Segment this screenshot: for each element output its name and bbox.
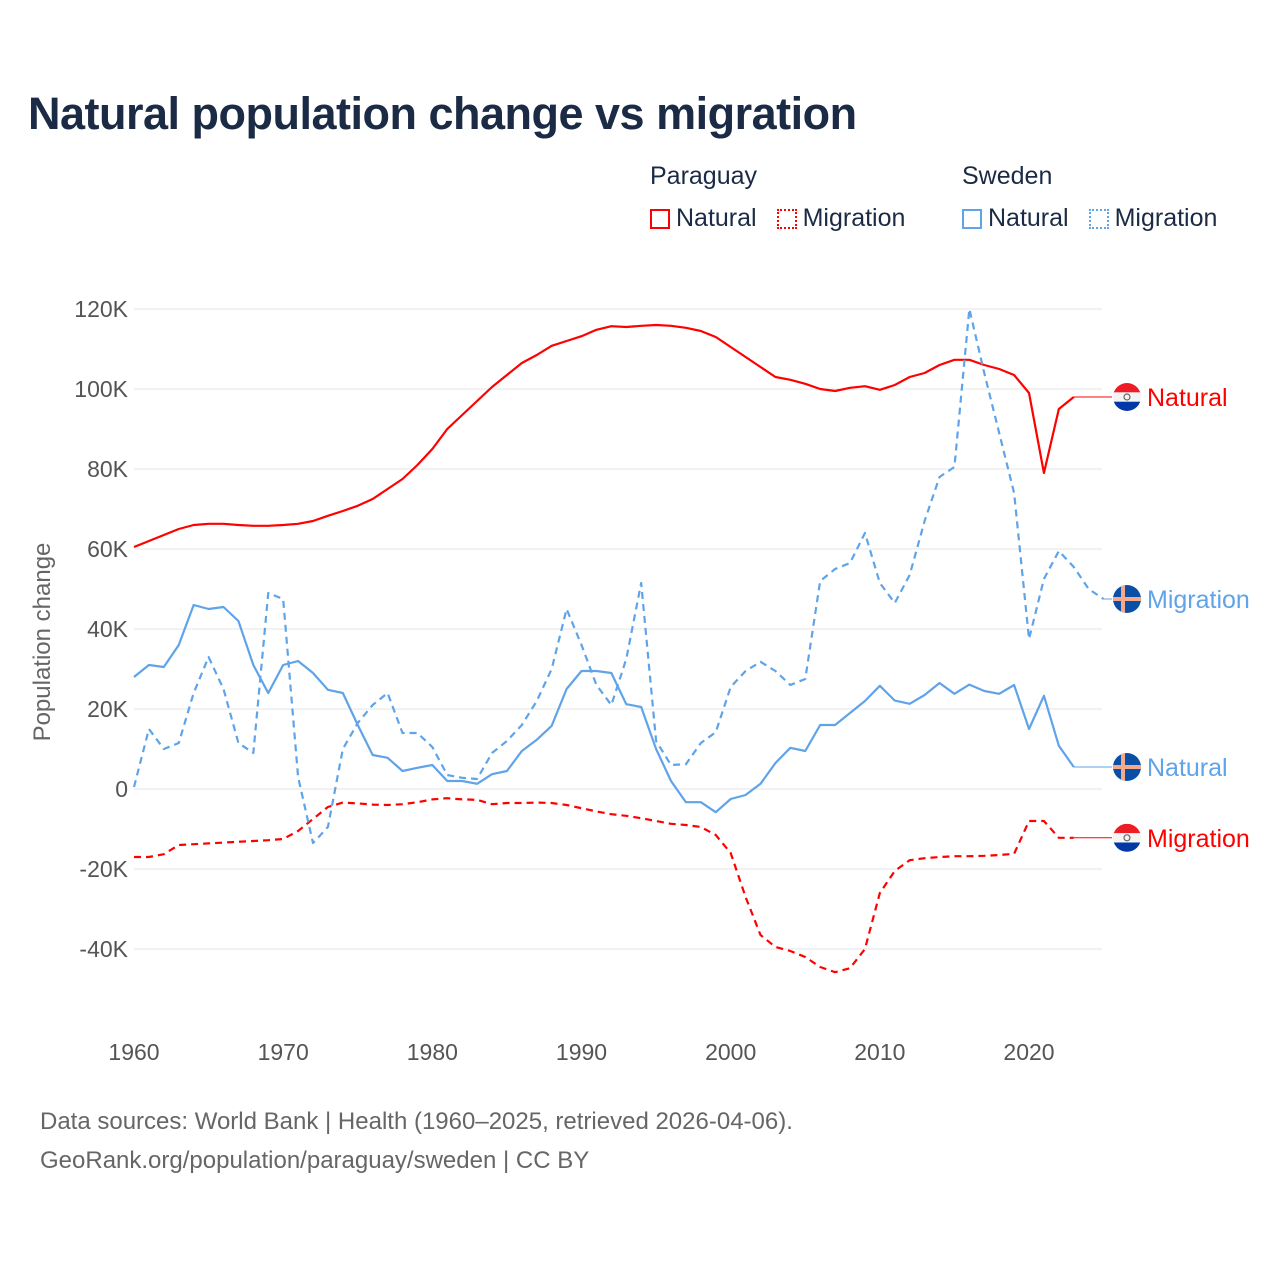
legend-item-sweden-natural[interactable]: Natural [962, 204, 1069, 233]
legend-swatch-solid [650, 208, 670, 229]
x-tick-label: 1960 [108, 1039, 159, 1065]
end-label-sweden-migration: Migration [1113, 585, 1250, 614]
flag-emblem [1123, 393, 1131, 401]
flag-emblem [1123, 834, 1131, 842]
y-tick-label: -20K [79, 856, 128, 882]
x-tick-label: 1980 [407, 1039, 458, 1065]
y-tick-label: 0 [115, 776, 128, 802]
x-tick-label: 2010 [854, 1039, 905, 1065]
end-label-sweden-natural: Natural [1113, 753, 1228, 782]
y-tick-label: 60K [87, 536, 129, 562]
legend-group-sweden: Sweden Natural Migration [962, 162, 1237, 233]
legend-item-sweden-migration[interactable]: Migration [1088, 204, 1218, 233]
chart-title: Natural population change vs migration [28, 88, 857, 139]
legend-group-paraguay: Paraguay Natural Migration [650, 162, 925, 233]
y-tick-label: 100K [74, 376, 128, 402]
x-tick-label: 1970 [258, 1039, 309, 1065]
flag-stripe-blue [1113, 401, 1141, 411]
legend-swatch-dotted [1088, 208, 1109, 229]
series-line-paraguay-migration [134, 797, 1074, 974]
x-tick-label: 2020 [1003, 1039, 1054, 1065]
legend-swatch-dotted [776, 208, 797, 229]
flag-stripe-red [1113, 823, 1141, 834]
end-label-paraguay-migration: Migration [1113, 823, 1250, 853]
y-tick-label: -40K [79, 936, 128, 962]
x-tick-label: 2000 [705, 1039, 756, 1065]
footer-sources: Data sources: World Bank | Health (1960–… [40, 1108, 793, 1135]
legend-label: Migration [802, 204, 906, 232]
sweden-flag [1113, 585, 1141, 613]
legend-label: Natural [676, 204, 757, 232]
footer-link[interactable]: GeoRank.org/population/paraguay/sweden |… [40, 1147, 590, 1174]
y-axis: -40K -20K 0 20K 40K 60K 80K 100K 120K [74, 296, 128, 962]
x-tick-label: 1990 [556, 1039, 607, 1065]
series-lines [132, 307, 1112, 974]
flag-stripe-white [1113, 833, 1141, 843]
paraguay-flag [1113, 383, 1141, 411]
legend-item-paraguay-natural[interactable]: Natural [650, 204, 757, 233]
series-line-paraguay-natural [133, 323, 1075, 549]
y-tick-label: 80K [87, 456, 129, 482]
paraguay-flag [1113, 823, 1141, 852]
legend-item-paraguay-migration[interactable]: Migration [776, 204, 906, 233]
end-label-text: Natural [1147, 384, 1228, 412]
end-label-text: Migration [1147, 825, 1250, 853]
series-line-sweden-natural [133, 603, 1075, 814]
x-axis: 1960 1970 1980 1990 2000 2010 2020 [108, 1039, 1054, 1065]
end-label-text: Natural [1147, 754, 1228, 782]
y-axis-label: Population change [29, 543, 56, 742]
y-tick-label: 20K [87, 696, 129, 722]
legend-title-paraguay: Paraguay [650, 162, 758, 190]
y-tick-label: 120K [74, 296, 128, 322]
flag-stripe-red [1113, 383, 1141, 393]
end-label-text: Migration [1147, 586, 1250, 614]
flag-cross-horizontal [1113, 765, 1141, 769]
series-end-labels: Natural Migration Natural Migration [1113, 383, 1250, 853]
grid [134, 308, 1102, 950]
flag-cross-horizontal [1113, 597, 1141, 601]
flag-stripe-white [1113, 392, 1141, 402]
legend-swatch-solid [962, 208, 982, 229]
legend-title-sweden: Sweden [962, 162, 1053, 190]
y-tick-label: 40K [87, 616, 129, 642]
legend-label: Natural [988, 204, 1069, 232]
sweden-flag [1113, 753, 1141, 781]
series-line-sweden-migration [132, 307, 1105, 845]
legend-label: Migration [1114, 204, 1218, 232]
flag-stripe-blue [1113, 842, 1141, 852]
end-label-paraguay-natural: Natural [1113, 383, 1228, 412]
